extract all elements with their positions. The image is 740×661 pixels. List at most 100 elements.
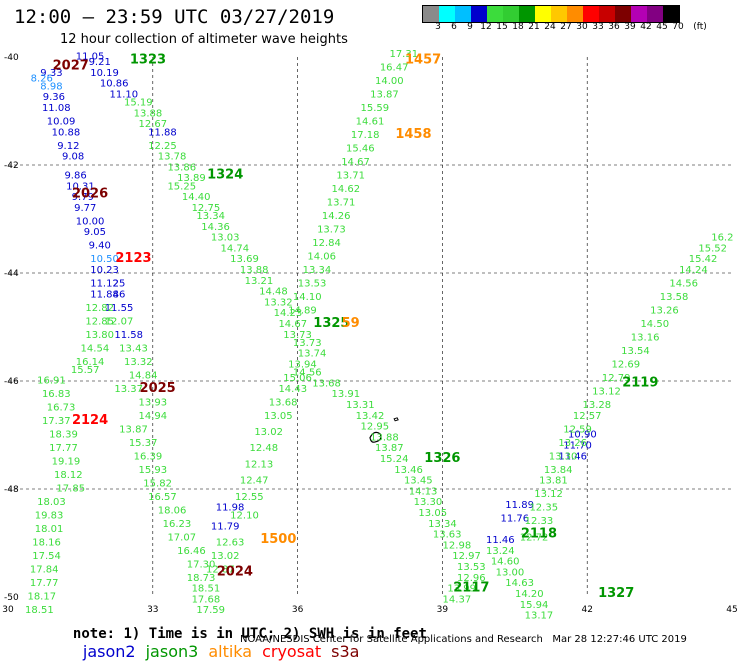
swh-value: 11.55 xyxy=(105,303,134,314)
swh-value: 13.84 xyxy=(544,465,573,476)
color-scale-cell xyxy=(599,6,615,22)
pass-time-label: 1458 xyxy=(395,127,431,142)
swh-value: 13.42 xyxy=(356,411,385,422)
swh-value: 14.56 xyxy=(669,279,698,290)
swh-value: 14.24 xyxy=(679,265,708,276)
swh-value: 17.85 xyxy=(56,484,85,495)
swh-value: 13.21 xyxy=(245,276,274,287)
swh-value: 13.73 xyxy=(293,338,322,349)
swh-value: 13.16 xyxy=(631,333,660,344)
pass-time-label: 1500 xyxy=(260,532,296,547)
color-scale-label: 45 xyxy=(656,22,668,32)
swh-value: 12.33 xyxy=(525,516,554,527)
swh-value: 18.03 xyxy=(37,497,66,508)
chart-title: 12:00 – 23:59 UTC 03/27/2019 xyxy=(14,6,335,28)
swh-value: 13.71 xyxy=(336,171,365,182)
swh-value: 13.87 xyxy=(119,424,148,435)
swh-value: 14.84 xyxy=(129,370,158,381)
swh-value: 13.03 xyxy=(211,233,240,244)
color-scale-label: 36 xyxy=(608,22,620,32)
y-tick-label: -40 xyxy=(4,53,19,63)
swh-value: 11.79 xyxy=(211,522,240,533)
island-outline xyxy=(369,431,382,443)
swh-value: 13.37 xyxy=(114,384,143,395)
swh-value: 14.13 xyxy=(409,486,438,497)
swh-value: 18.73 xyxy=(187,573,216,584)
x-tick-label: 30 xyxy=(2,605,14,615)
pass-time-label: 2118 xyxy=(521,527,557,542)
swh-value: 13.32 xyxy=(264,297,293,308)
swh-value: 10.09 xyxy=(47,117,76,128)
color-scale-label: 33 xyxy=(592,22,604,32)
swh-value: 10.23 xyxy=(90,265,119,276)
swh-value: 18.06 xyxy=(158,505,187,516)
swh-value: 12.07 xyxy=(105,316,134,327)
swh-value: 15.57 xyxy=(71,365,100,376)
color-scale-cell xyxy=(471,6,487,22)
swh-value: 9.05 xyxy=(84,227,106,238)
swh-value: 10.90 xyxy=(568,430,597,441)
credit-line: NOAA/NESDIS Center for Satellite Applica… xyxy=(240,634,687,645)
swh-value: 13.80 xyxy=(85,330,114,341)
color-scale-label: 30 xyxy=(576,22,588,32)
swh-value: 9.77 xyxy=(74,203,96,214)
swh-value: 10.86 xyxy=(100,79,129,90)
swh-value: 16.23 xyxy=(163,519,192,530)
swh-value: 12.72 xyxy=(520,532,549,543)
swh-value: 14.50 xyxy=(640,319,669,330)
pass-time-label: 2124 xyxy=(72,413,108,428)
pass-time-label: 2024 xyxy=(217,564,253,579)
swh-value: 17.84 xyxy=(30,565,59,576)
swh-value: 11.88 xyxy=(90,289,119,300)
swh-value: 13.73 xyxy=(283,330,312,341)
color-scale-label: (ft) xyxy=(693,22,707,32)
swh-value: 14.20 xyxy=(515,589,544,600)
swh-value: 12.79 xyxy=(602,373,631,384)
swh-value: 18.12 xyxy=(54,470,83,481)
swh-value: 13.87 xyxy=(370,90,399,101)
swh-value: 15.82 xyxy=(143,478,172,489)
y-tick-label: -46 xyxy=(4,377,19,387)
color-scale-cell xyxy=(567,6,583,22)
y-tick-label: -48 xyxy=(4,485,19,495)
swh-value: 11.58 xyxy=(114,330,143,341)
swh-value: 8.26 xyxy=(31,73,53,84)
swh-value: 10.00 xyxy=(76,216,105,227)
color-scale-cell xyxy=(583,6,599,22)
swh-value: 11.76 xyxy=(500,513,529,524)
swh-value: 18.17 xyxy=(27,592,56,603)
swh-value: 13.94 xyxy=(288,360,317,371)
swh-value: 9.40 xyxy=(89,241,111,252)
color-scale-label: 24 xyxy=(544,22,556,32)
swh-value: 13.05 xyxy=(264,411,293,422)
swh-value: 14.36 xyxy=(201,222,230,233)
swh-value: 14.37 xyxy=(443,594,472,605)
swh-value: 14.94 xyxy=(138,411,167,422)
swh-value: 17.30 xyxy=(187,559,216,570)
swh-value: 13.53 xyxy=(298,279,327,290)
swh-value: 11.10 xyxy=(110,90,139,101)
swh-value: 14.26 xyxy=(322,211,351,222)
color-scale-cell xyxy=(423,6,439,22)
swh-value: 13.32 xyxy=(124,357,153,368)
swh-value: 13.26 xyxy=(650,306,679,317)
swh-value: 13.26 xyxy=(558,438,587,449)
swh-value: 13.54 xyxy=(621,346,650,357)
swh-value: 12.59 xyxy=(563,424,592,435)
swh-value: 12.63 xyxy=(216,538,245,549)
pass-time-label: 1457 xyxy=(405,52,441,67)
swh-value: 11.46 xyxy=(486,535,515,546)
swh-value: 15.94 xyxy=(520,600,549,611)
swh-value: 9.86 xyxy=(64,171,86,182)
swh-value: 12.55 xyxy=(235,492,264,503)
swh-value: 18.39 xyxy=(49,430,78,441)
swh-value: 9.33 xyxy=(40,68,62,79)
color-scale-label: 39 xyxy=(624,22,636,32)
swh-value: 15.24 xyxy=(380,454,409,465)
swh-value: 16.39 xyxy=(134,451,163,462)
swh-value: 13.99 xyxy=(447,584,476,595)
swh-value: 12.57 xyxy=(573,411,602,422)
swh-value: 14.74 xyxy=(221,243,250,254)
swh-value: 18.51 xyxy=(192,584,221,595)
swh-value: 13.34 xyxy=(428,519,457,530)
